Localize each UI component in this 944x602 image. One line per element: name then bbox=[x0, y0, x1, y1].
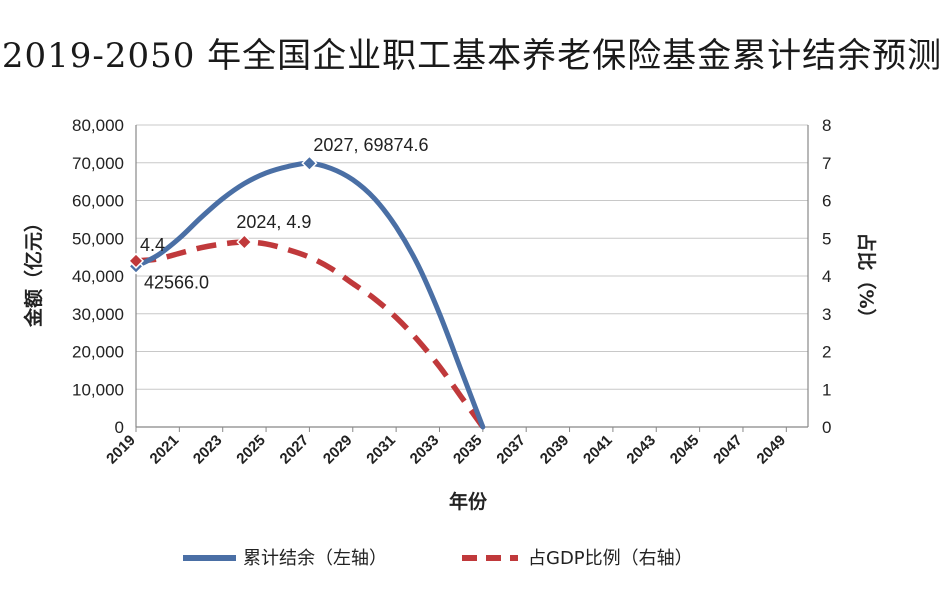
legend-label-0: 累计结余（左轴） bbox=[243, 548, 387, 569]
x-tick-label: 2019 bbox=[103, 432, 139, 468]
start-ratio-marker bbox=[127, 252, 145, 269]
right-tick-label: 4 bbox=[822, 267, 831, 286]
markers bbox=[127, 155, 318, 275]
left-tick-label: 10,000 bbox=[72, 380, 124, 399]
x-tick-label: 2025 bbox=[233, 432, 269, 468]
legend-label-1: 占GDP比例（右轴） bbox=[528, 548, 693, 569]
x-tick-label: 2043 bbox=[623, 432, 659, 468]
x-tick-label: 2023 bbox=[190, 432, 226, 468]
x-tick-label: 2029 bbox=[320, 432, 356, 468]
chart-title: 2019-2050 年全国企业职工基本养老保险基金累计结余预测 bbox=[1, 36, 943, 76]
left-tick-label: 30,000 bbox=[72, 305, 124, 324]
series-balance-line bbox=[133, 160, 486, 430]
annotation-label: 42566.0 bbox=[144, 272, 209, 292]
left-tick-label: 60,000 bbox=[72, 192, 124, 211]
left-tick-label: 70,000 bbox=[72, 154, 124, 173]
right-y-ticks: 0 1 2 3 4 5 6 7 8 bbox=[822, 116, 831, 437]
right-tick-label: 0 bbox=[822, 418, 831, 437]
x-tick-label: 2027 bbox=[277, 432, 313, 468]
left-tick-label: 20,000 bbox=[72, 343, 124, 362]
right-tick-label: 3 bbox=[822, 305, 831, 324]
x-tick-label: 2035 bbox=[450, 432, 486, 468]
right-tick-label: 7 bbox=[822, 154, 831, 173]
annotation-label: 4.4 bbox=[140, 235, 165, 255]
x-tick-label: 2047 bbox=[710, 432, 746, 468]
x-tick-label: 2041 bbox=[580, 432, 616, 468]
right-axis-label: 占比（%） bbox=[855, 232, 878, 327]
right-tick-label: 2 bbox=[822, 343, 831, 362]
series-gdp-ratio-line bbox=[135, 239, 486, 429]
peak-balance-marker bbox=[301, 155, 318, 172]
right-tick-label: 1 bbox=[822, 380, 831, 399]
x-tick-label: 2031 bbox=[363, 432, 399, 468]
right-tick-label: 5 bbox=[822, 229, 831, 248]
x-tick-label: 2049 bbox=[754, 432, 790, 468]
x-tick-label: 2037 bbox=[493, 432, 529, 468]
plot-border bbox=[135, 125, 809, 428]
right-tick-label: 6 bbox=[822, 192, 831, 211]
left-tick-label: 0 bbox=[115, 418, 124, 437]
left-tick-label: 50,000 bbox=[72, 229, 124, 248]
left-tick-label: 40,000 bbox=[72, 267, 124, 286]
left-axis-label: 金额（亿元） bbox=[22, 213, 45, 328]
series-lines bbox=[133, 160, 486, 430]
x-tick-label: 2033 bbox=[407, 432, 443, 468]
left-tick-label: 80,000 bbox=[72, 116, 124, 135]
x-tick-label: 2039 bbox=[537, 432, 573, 468]
right-tick-label: 8 bbox=[822, 116, 831, 135]
x-axis-label: 年份 bbox=[449, 490, 488, 513]
x-tick-label: 2045 bbox=[667, 432, 703, 468]
x-ticks: 2019 2021 2023 2025 2027 2029 2031 2033 2035 2037… bbox=[103, 427, 789, 467]
left-y-ticks: 0 10,000 20,000 30,000 40,000 50,000 60,000 70,… bbox=[72, 116, 124, 437]
annotation-label: 2024, 4.9 bbox=[236, 212, 311, 232]
annotation-label: 2027, 69874.6 bbox=[313, 135, 428, 155]
peak-ratio-marker bbox=[236, 233, 253, 251]
legend: 累计结余（左轴） 占GDP比例（右轴） bbox=[183, 548, 693, 569]
x-tick-label: 2021 bbox=[147, 432, 183, 468]
annotations: 2027, 69874.6 2024, 4.9 4.4 42566.0 bbox=[140, 135, 429, 292]
grid-lines bbox=[136, 124, 808, 428]
